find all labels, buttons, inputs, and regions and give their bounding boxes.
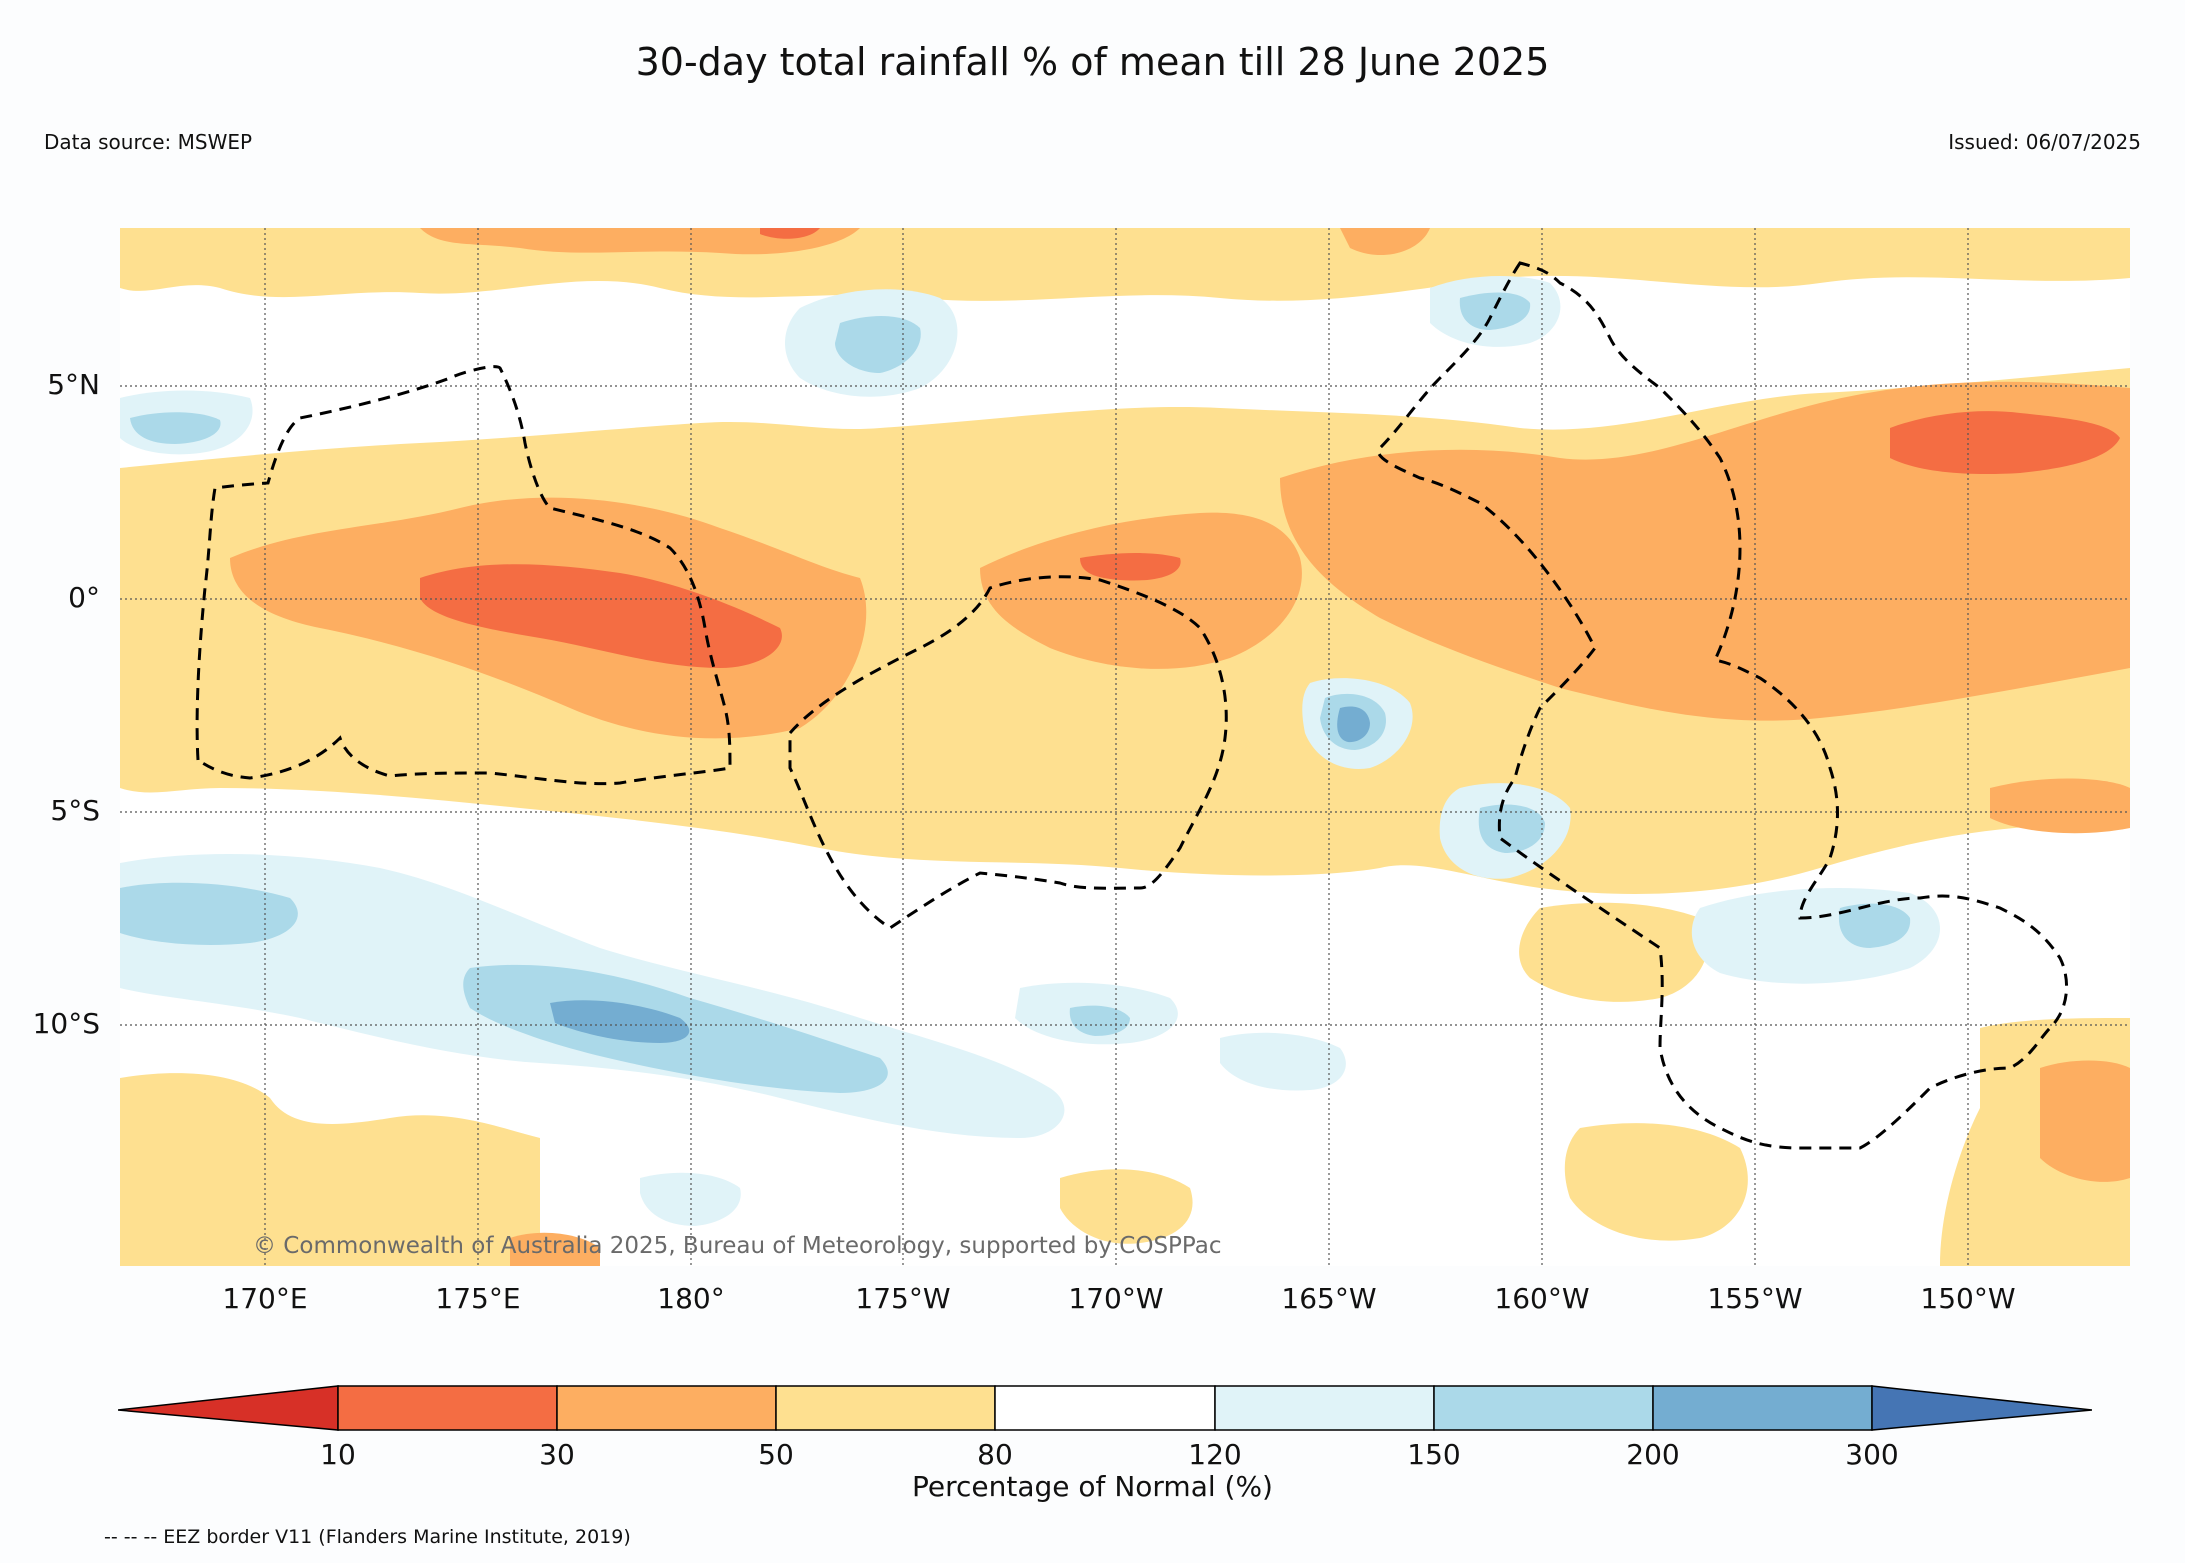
- data-source-label: Data source: MSWEP: [44, 130, 253, 154]
- colorbar-tick-300: 300: [1845, 1438, 1899, 1471]
- eez-border-kiribati: [1376, 261, 2069, 1150]
- lon-label-180: 180°: [657, 1282, 725, 1315]
- colorbar-tick-50: 50: [758, 1438, 794, 1471]
- lon-label-170w: 170°W: [1068, 1282, 1164, 1315]
- rain-band-orange-central: [980, 512, 1302, 669]
- chart-title: 30-day total rainfall % of mean till 28 …: [635, 40, 1550, 84]
- rain-core-west: [420, 564, 782, 668]
- colorbar-segment-30-50: [556, 1385, 777, 1431]
- issued-date-label: Issued: 06/07/2025: [1948, 130, 2141, 154]
- lat-label-10s: 10°S: [32, 1007, 100, 1040]
- colorbar-tick-30: 30: [539, 1438, 575, 1471]
- rain-band-north-orange: [420, 228, 860, 255]
- colorbar-segment-120-150: [1214, 1385, 1435, 1431]
- colorbar-segment-80-120: [994, 1385, 1216, 1431]
- colorbar-tick-10: 10: [320, 1438, 356, 1471]
- colorbar-segment-over: [1871, 1385, 2092, 1431]
- lat-label-5s: 5°S: [50, 794, 100, 827]
- colorbar-segment-200-300: [1652, 1385, 1873, 1431]
- lon-label-160w: 160°W: [1494, 1282, 1590, 1315]
- rain-patch-southwest: [120, 1073, 540, 1266]
- rain-core-east: [1890, 411, 2120, 475]
- map-gridlines: [120, 228, 2130, 1266]
- lon-label-155w: 155°W: [1707, 1282, 1803, 1315]
- colorbar-segment-50-80: [775, 1385, 996, 1431]
- lat-label-5n: 5°N: [47, 368, 100, 401]
- colorbar-tick-80: 80: [977, 1438, 1013, 1471]
- colorbar-title: Percentage of Normal (%): [912, 1470, 1273, 1503]
- lon-label-175w: 175°W: [855, 1282, 951, 1315]
- lon-label-165w: 165°W: [1281, 1282, 1377, 1315]
- eez-borders: [195, 261, 2069, 1150]
- colorbar-segment-10-30: [337, 1385, 558, 1431]
- eez-footnote: -- -- -- EEZ border V11 (Flanders Marine…: [104, 1526, 631, 1548]
- colorbar-tick-150: 150: [1407, 1438, 1461, 1471]
- colorbar-segment-under: [118, 1385, 339, 1431]
- colorbar-tick-120: 120: [1188, 1438, 1242, 1471]
- lat-label-0: 0°: [68, 581, 100, 614]
- colorbar-segment-150-200: [1433, 1385, 1654, 1431]
- rain-core-central: [1080, 553, 1181, 581]
- eez-border-tokelau: [788, 575, 1228, 930]
- colorbar: [118, 1385, 2092, 1431]
- lon-label-175e: 175°E: [435, 1282, 521, 1315]
- copyright-notice: © Commonwealth of Australia 2025, Bureau…: [253, 1233, 1222, 1259]
- eez-border-tuvalu: [195, 365, 732, 786]
- lon-label-170e: 170°E: [222, 1282, 308, 1315]
- colorbar-tick-200: 200: [1626, 1438, 1680, 1471]
- lon-label-150w: 150°W: [1920, 1282, 2016, 1315]
- rainfall-map: © Commonwealth of Australia 2025, Bureau…: [120, 228, 2130, 1266]
